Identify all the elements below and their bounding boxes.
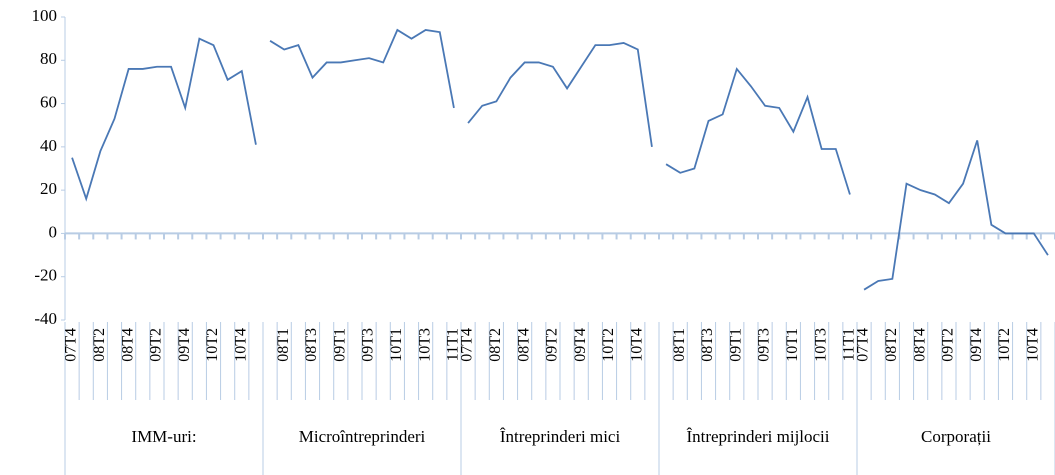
x-tick-label: 08T2 — [91, 328, 108, 362]
x-tick-label: 10T4 — [628, 328, 645, 362]
group-label: Corporații — [921, 427, 991, 446]
x-tick-label: 07T4 — [63, 328, 80, 362]
y-tick-label: 80 — [40, 49, 57, 68]
y-tick-label: 40 — [40, 136, 57, 155]
x-tick-label: 08T2 — [487, 328, 504, 362]
x-tick-label: 09T1 — [331, 328, 348, 362]
x-tick-label: 08T1 — [671, 328, 688, 362]
line — [71, 37, 257, 202]
line — [269, 28, 455, 109]
x-tick-label: 09T2 — [544, 328, 561, 362]
x-tick-label: 10T4 — [232, 328, 249, 362]
group-label: Microîntreprinderi — [299, 427, 426, 446]
x-tick-label: 10T4 — [1024, 328, 1041, 362]
x-tick-label: 07T4 — [855, 328, 872, 362]
x-tick-label: 10T3 — [416, 328, 433, 362]
x-tick-label: 10T2 — [996, 328, 1013, 362]
x-tick-label: 08T1 — [275, 328, 292, 362]
y-tick-label: 0 — [49, 222, 58, 241]
x-tick-label: 08T4 — [119, 328, 136, 362]
y-tick-label: -40 — [34, 309, 57, 328]
x-tick-label: 08T3 — [699, 328, 716, 362]
x-tick-label: 10T2 — [600, 328, 617, 362]
x-tick-label: 07T4 — [459, 328, 476, 362]
x-tick-label: 11T1 — [841, 328, 858, 361]
x-tick-label: 10T1 — [388, 328, 405, 362]
x-tick-label: 09T2 — [940, 328, 957, 362]
x-tick-label: 08T3 — [303, 328, 320, 362]
x-tick-label: 10T1 — [784, 328, 801, 362]
x-tick-label: 09T1 — [727, 328, 744, 362]
line — [863, 140, 1049, 291]
x-tick-label: 10T3 — [812, 328, 829, 362]
y-tick-label: -20 — [34, 266, 57, 285]
y-tick-label: 60 — [40, 92, 57, 111]
x-tick-label: 08T4 — [515, 328, 532, 362]
x-tick-label: 08T2 — [883, 328, 900, 362]
x-tick-label: 08T4 — [911, 328, 928, 362]
x-tick-label: 09T4 — [572, 328, 589, 362]
group-label: Întreprinderi mijlocii — [686, 427, 829, 446]
line — [467, 42, 653, 147]
x-tick-label: 09T4 — [968, 328, 985, 362]
line — [665, 67, 851, 195]
y-tick-label: 100 — [32, 6, 58, 25]
x-tick-label: 11T1 — [445, 328, 462, 361]
x-tick-label: 09T3 — [756, 328, 773, 362]
x-tick-label: 09T2 — [148, 328, 165, 362]
group-label: Întreprinderi mici — [500, 427, 621, 446]
x-tick-label: 10T2 — [204, 328, 221, 362]
x-tick-label: 09T3 — [360, 328, 377, 362]
group-label: IMM-uri: — [131, 427, 196, 446]
y-tick-label: 20 — [40, 179, 57, 198]
x-tick-label: 09T4 — [176, 328, 193, 362]
